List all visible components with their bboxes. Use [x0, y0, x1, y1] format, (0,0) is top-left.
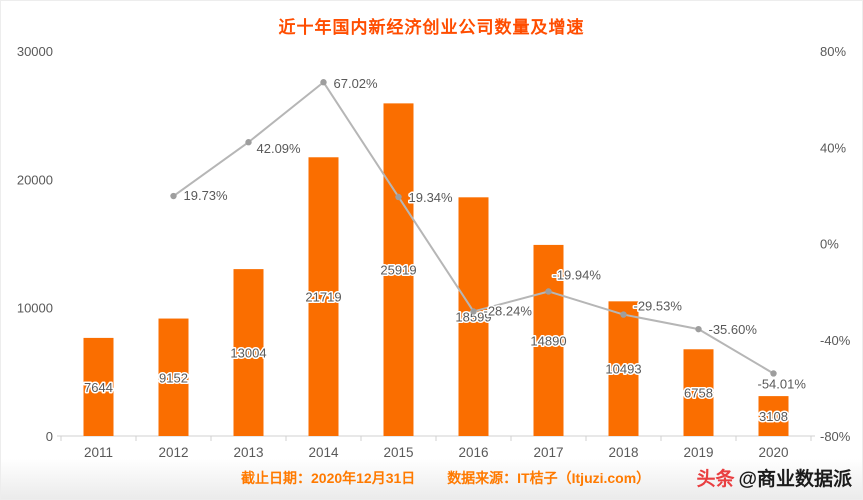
right-axis-tick-label: 80% — [820, 44, 846, 59]
bar-2018 — [608, 301, 639, 436]
bar-value-label: 25919 — [380, 263, 416, 278]
bar-2020 — [758, 396, 789, 436]
watermark: 头条 @商业数据派 — [696, 464, 852, 491]
x-axis-category-label: 2018 — [608, 445, 638, 460]
bar-2019 — [683, 349, 714, 436]
right-axis-tick-label: 0% — [820, 237, 839, 252]
bar-2012 — [158, 318, 189, 436]
line-point-marker — [320, 79, 327, 86]
left-axis-tick-label: 20000 — [17, 172, 53, 187]
bar-value-label: 7644 — [84, 380, 113, 395]
line-value-label: -28.24% — [484, 303, 533, 318]
bar-value-label: 21719 — [305, 290, 341, 305]
bar-value-label: 3108 — [759, 409, 788, 424]
bar-value-label: 9152 — [159, 370, 188, 385]
line-value-label: -35.60% — [709, 322, 758, 337]
toutiao-logo: 头条 — [696, 469, 735, 490]
x-axis-category-label: 2013 — [233, 445, 263, 460]
line-value-label: -29.53% — [634, 299, 683, 314]
chart-title: 近十年国内新经济创业公司数量及增速 — [278, 18, 585, 37]
bar-2014 — [308, 157, 339, 436]
x-axis-category-label: 2011 — [84, 445, 113, 460]
line-point-marker — [545, 288, 552, 295]
bar-value-label: 18599 — [455, 310, 491, 325]
bar-2011 — [83, 337, 114, 436]
right-axis-tick-label: 40% — [820, 140, 846, 155]
bar-2013 — [233, 269, 264, 436]
bar-2016 — [458, 197, 489, 436]
line-value-label: 42.09% — [257, 141, 302, 156]
x-axis-category-label: 2012 — [158, 445, 188, 460]
left-axis-tick-label: 10000 — [17, 301, 53, 316]
line-point-marker — [170, 192, 177, 200]
line-value-label: -19.94% — [553, 267, 602, 282]
x-axis-category-label: 2016 — [458, 445, 488, 460]
line-value-label: 19.73% — [184, 188, 229, 203]
line-point-marker — [245, 139, 252, 146]
line-value-label: 67.02% — [334, 76, 379, 91]
x-axis-category-label: 2020 — [758, 445, 788, 460]
bar-2017 — [533, 244, 564, 436]
x-axis-category-label: 2015 — [383, 445, 413, 460]
left-axis-tick-label: 0 — [46, 429, 53, 444]
line-value-label: 19.34% — [409, 190, 454, 205]
bar-value-label: 6758 — [684, 386, 713, 401]
footer-meta: 截止日期：2020年12月31日 数据来源：IT桔子（Itjuzi.com） — [241, 468, 678, 488]
bar-value-label: 13004 — [230, 346, 266, 361]
x-axis-category-label: 2014 — [308, 445, 339, 460]
watermark-account: @商业数据派 — [738, 469, 852, 490]
bar-value-label: 10493 — [605, 362, 641, 377]
line-value-label: -54.01% — [758, 376, 807, 391]
line-point-marker — [770, 370, 777, 377]
data-source-label: 数据来源：IT桔子（Itjuzi.com） — [447, 470, 651, 486]
bar-value-label: 14890 — [530, 333, 566, 348]
bar-2015 — [383, 103, 414, 436]
line-point-marker — [395, 193, 402, 201]
x-axis-category-label: 2017 — [533, 445, 563, 460]
right-axis-tick-label: -40% — [820, 333, 851, 348]
right-axis-tick-label: -80% — [820, 429, 851, 444]
line-point-marker — [695, 325, 702, 333]
x-axis-category-label: 2019 — [683, 445, 713, 460]
chart-footer: 截止日期：2020年12月31日 数据来源：IT桔子（Itjuzi.com） 头… — [1, 459, 862, 499]
cutoff-date-label: 截止日期：2020年12月31日 — [241, 470, 416, 486]
line-point-marker — [620, 311, 627, 318]
line-point-marker — [470, 308, 477, 315]
left-axis-tick-label: 30000 — [17, 44, 53, 59]
